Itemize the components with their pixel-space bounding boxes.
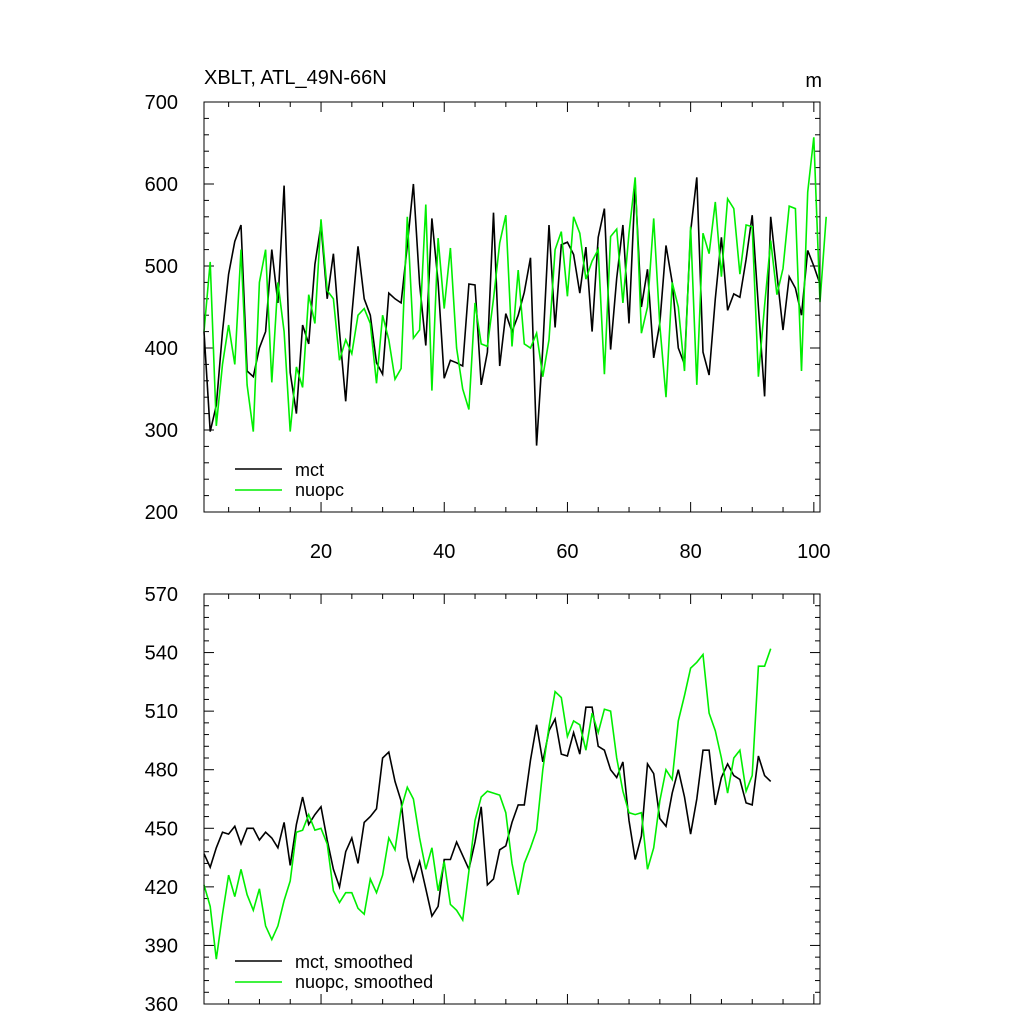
y-tick-label: 450	[145, 818, 178, 840]
legend-label-nuopc: nuopc	[295, 480, 344, 500]
bottom-chart-series	[203, 648, 772, 960]
y-tick-label: 600	[145, 174, 178, 196]
y-tick-label: 390	[145, 935, 178, 957]
x-tick-label: 60	[556, 541, 578, 563]
top-chart-units: m	[805, 70, 822, 92]
y-tick-label: 500	[145, 256, 178, 278]
legend-label-mct-smoothed: mct, smoothed	[295, 952, 413, 972]
y-tick-label: 300	[145, 420, 178, 442]
top-chart-legend: mct nuopc	[235, 460, 344, 500]
bottom-chart-panel: 360 390 420 450 480 510 540 570 mct, smoothed n…	[145, 584, 821, 1016]
y-tick-label: 570	[145, 584, 178, 606]
x-tick-label: 80	[680, 541, 702, 563]
series-line-nuopc	[203, 137, 827, 432]
y-tick-label: 510	[145, 701, 178, 723]
top-chart-axes: 200 300 400 500 600 700 20 40 60 80 100	[145, 92, 831, 563]
legend-label-mct: mct	[295, 460, 324, 480]
x-tick-label: 100	[797, 541, 830, 563]
series-line-mct	[203, 177, 821, 446]
y-tick-label: 540	[145, 643, 178, 665]
x-tick-label: 40	[433, 541, 455, 563]
y-tick-label: 700	[145, 92, 178, 114]
y-tick-label: 420	[145, 877, 178, 899]
top-chart-plot-frame	[203, 101, 821, 513]
bottom-chart-plot-frame	[203, 593, 821, 1005]
y-tick-label: 480	[145, 760, 178, 782]
y-tick-label: 360	[145, 994, 178, 1016]
bottom-chart-legend: mct, smoothed nuopc, smoothed	[235, 952, 433, 992]
series-line-mct-smoothed	[203, 706, 772, 919]
y-tick-label: 200	[145, 502, 178, 524]
series-line-nuopc-smoothed	[203, 648, 772, 960]
top-chart-series	[203, 137, 827, 446]
bottom-chart-axes: 360 390 420 450 480 510 540 570	[145, 584, 820, 1016]
top-chart-title: XBLT, ATL_49N-66N	[204, 67, 387, 89]
y-tick-label: 400	[145, 338, 178, 360]
top-chart-panel: XBLT, ATL_49N-66N m 20030040050060070020…	[145, 67, 831, 563]
legend-label-nuopc-smoothed: nuopc, smoothed	[295, 972, 433, 992]
x-tick-label: 20	[310, 541, 332, 563]
